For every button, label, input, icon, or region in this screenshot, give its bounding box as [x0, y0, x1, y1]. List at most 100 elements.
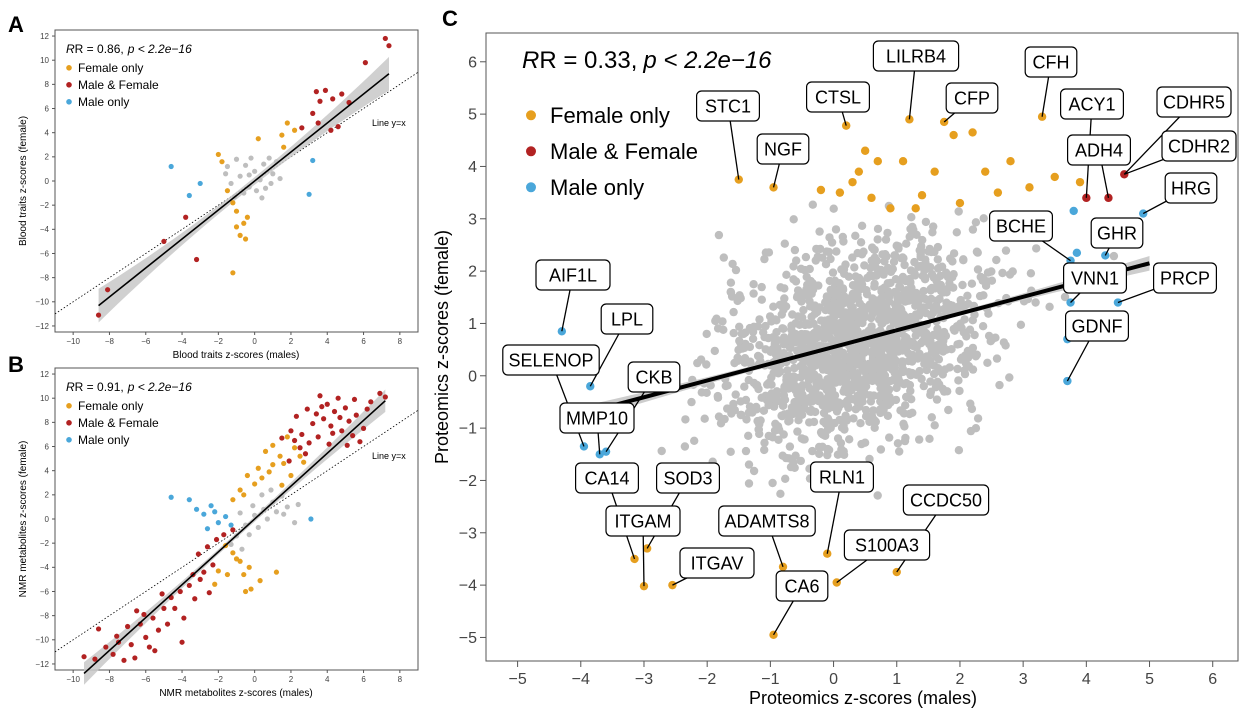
grey-point — [731, 265, 741, 275]
grey-point — [810, 301, 820, 310]
label-ctsl: CTSL — [815, 88, 861, 108]
grey-point — [881, 340, 890, 349]
grey-point — [889, 257, 899, 266]
x-tick-label: −10 — [66, 337, 80, 346]
label-cfp: CFP — [954, 89, 990, 109]
grey-point — [836, 438, 846, 448]
grey-point — [954, 302, 964, 311]
grey-point — [1109, 251, 1119, 261]
grey-point — [848, 289, 858, 299]
grey-point — [830, 418, 839, 428]
grey-point — [933, 346, 942, 355]
grey-point — [930, 284, 940, 293]
y-tick-label: 3 — [468, 211, 477, 228]
grey-point — [802, 285, 811, 294]
grey-point — [881, 235, 891, 244]
grey-point — [797, 293, 807, 302]
male-female-point — [230, 527, 236, 533]
grey-point — [713, 324, 723, 333]
grey-point — [932, 395, 942, 404]
grey-point — [922, 329, 931, 338]
not-significant-point — [270, 171, 276, 177]
label-stc1: STC1 — [705, 97, 751, 117]
grey-point — [681, 415, 690, 424]
female-only-point — [279, 482, 285, 488]
grey-point — [761, 345, 770, 354]
grey-point — [893, 374, 903, 383]
grey-point — [764, 431, 773, 441]
label-box — [502, 344, 600, 376]
female-only-point — [224, 188, 231, 194]
not-significant-point — [259, 492, 265, 498]
female-only-point — [291, 445, 298, 451]
y-tick-label: −4 — [40, 225, 50, 234]
panel-a-stat-p: p < 2.2e−16 — [127, 42, 192, 56]
grey-point — [900, 422, 909, 431]
grey-point — [749, 280, 758, 289]
panel-a-yx-label: Line y=x — [372, 118, 406, 128]
grey-point — [797, 396, 807, 406]
panel-c-stat-p: p < 2.2e−16 — [642, 47, 772, 74]
female-only-point — [867, 193, 876, 203]
grey-point — [769, 368, 778, 378]
grey-point — [780, 284, 789, 293]
male-female-point — [326, 441, 332, 447]
male-female-point — [141, 611, 147, 618]
grey-point — [874, 315, 884, 324]
grey-point — [899, 367, 908, 377]
grey-point — [927, 413, 936, 422]
grey-point — [800, 265, 809, 275]
y-tick-label: 12 — [40, 32, 49, 41]
x-tick-label: 2 — [289, 675, 294, 684]
female-only-point — [281, 460, 287, 467]
grey-point — [878, 392, 888, 401]
grey-point — [846, 326, 855, 335]
grey-point — [746, 359, 755, 368]
label-box — [574, 462, 639, 494]
panel-b-y-axis-label: NMR metabolites z-scores (female) — [18, 441, 29, 598]
grey-point — [857, 439, 866, 449]
grey-point — [867, 322, 876, 331]
grey-point — [967, 279, 977, 288]
grey-point — [819, 408, 829, 418]
not-significant-point — [246, 532, 252, 538]
grey-point — [954, 376, 963, 385]
grey-point — [760, 254, 769, 264]
female-only-point — [233, 208, 240, 214]
x-tick-label: −2 — [214, 675, 224, 684]
x-tick-label: 2 — [289, 337, 294, 346]
y-tick-label: −2 — [40, 201, 50, 210]
female-only-point — [277, 453, 283, 459]
legend-swatch — [66, 65, 72, 71]
grey-point — [926, 390, 935, 400]
grey-point — [978, 322, 988, 331]
male-female-point — [161, 238, 167, 244]
female-only-point — [230, 550, 236, 556]
x-tick-label: 0 — [829, 671, 838, 688]
male-female-point — [279, 435, 285, 441]
grey-point — [857, 280, 867, 289]
grey-point — [796, 373, 805, 382]
male-female-point — [95, 312, 102, 318]
y-tick-label: −5 — [459, 630, 477, 647]
grey-point — [933, 324, 942, 333]
grey-point — [992, 354, 1002, 363]
grey-point — [995, 380, 1004, 390]
grey-point — [702, 388, 711, 397]
label-box — [805, 81, 870, 113]
grey-point — [783, 366, 792, 375]
panel-c-letter: C — [442, 6, 458, 31]
panel-c-stat-r: R = 0.33, — [539, 47, 637, 74]
y-tick-label: −12 — [35, 660, 49, 669]
female-only-point — [259, 475, 265, 481]
grey-point — [780, 239, 789, 248]
label-ccdc50: CCDC50 — [910, 491, 982, 511]
not-significant-point — [281, 511, 287, 517]
grey-point — [917, 374, 926, 384]
female-only-point — [284, 434, 290, 440]
grey-point — [727, 405, 736, 414]
grey-point — [839, 387, 848, 396]
grey-point — [1008, 267, 1017, 276]
label-vnn1: VNN1 — [1071, 269, 1119, 289]
grey-point — [768, 333, 778, 342]
